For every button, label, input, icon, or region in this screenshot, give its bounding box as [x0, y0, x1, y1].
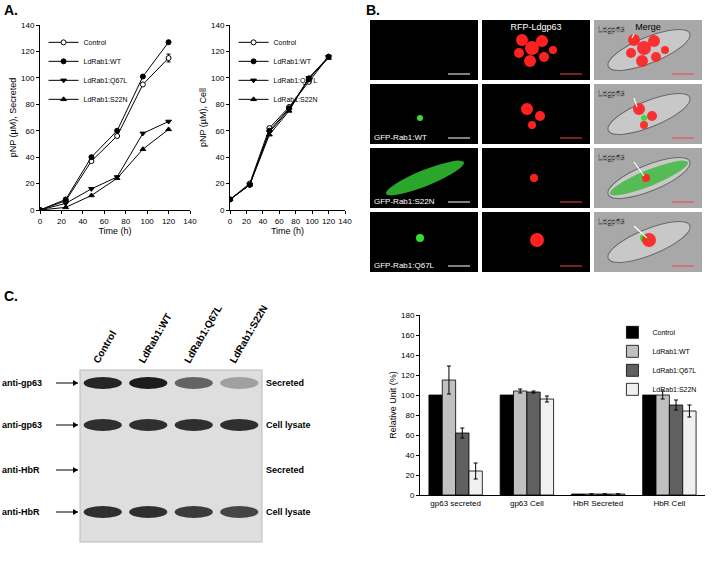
svg-text:20: 20 — [405, 471, 414, 480]
svg-text:anti-gp63: anti-gp63 — [2, 378, 42, 388]
svg-text:40: 40 — [25, 153, 34, 162]
svg-text:20: 20 — [215, 179, 224, 188]
svg-text:GFP-Rab1:Q67L: GFP-Rab1:Q67L — [374, 261, 435, 270]
svg-text:Control: Control — [652, 329, 675, 336]
svg-text:Ldgp63: Ldgp63 — [598, 25, 625, 34]
svg-text:60: 60 — [405, 431, 414, 440]
svg-text:gp63 Cell: gp63 Cell — [510, 499, 544, 508]
svg-text:RFP-Ldgp63: RFP-Ldgp63 — [510, 22, 561, 32]
svg-text:0: 0 — [30, 206, 35, 215]
svg-text:140: 140 — [211, 21, 225, 30]
svg-text:pNP (µM), Secreted: pNP (µM), Secreted — [8, 78, 18, 158]
svg-text:0: 0 — [228, 217, 233, 226]
svg-text:120: 120 — [211, 47, 225, 56]
html-text:C.: C. — [4, 288, 18, 304]
svg-text:LdRab1:Q67L: LdRab1:Q67L — [182, 303, 224, 365]
svg-text:100: 100 — [21, 74, 35, 83]
svg-text:Secreted: Secreted — [266, 465, 304, 475]
svg-text:180: 180 — [401, 311, 415, 320]
svg-text:100: 100 — [401, 391, 415, 400]
svg-text:60: 60 — [100, 217, 109, 226]
svg-text:0: 0 — [220, 206, 225, 215]
svg-text:LdRab1:Q67L: LdRab1:Q67L — [84, 77, 128, 85]
svg-text:LdRab1:Q67L: LdRab1:Q67L — [652, 367, 696, 375]
svg-text:40: 40 — [405, 451, 414, 460]
svg-text:140: 140 — [21, 21, 35, 30]
svg-text:120: 120 — [162, 217, 176, 226]
svg-text:Cell lysate: Cell lysate — [266, 507, 311, 517]
html-text:A.: A. — [4, 2, 18, 18]
svg-text:LdRab1:WT: LdRab1:WT — [136, 311, 173, 365]
svg-text:60: 60 — [215, 127, 224, 136]
svg-text:120: 120 — [322, 217, 336, 226]
svg-text:Ldgp63: Ldgp63 — [598, 153, 625, 162]
svg-text:anti-gp63: anti-gp63 — [2, 420, 42, 430]
svg-text:anti-HbR: anti-HbR — [2, 465, 40, 475]
html-text:B.: B. — [366, 2, 380, 18]
svg-text:LdRab1:S22N: LdRab1:S22N — [274, 96, 318, 103]
svg-text:Merge: Merge — [635, 22, 661, 32]
svg-text:HbR Secreted: HbR Secreted — [573, 499, 623, 508]
svg-text:160: 160 — [401, 331, 415, 340]
svg-text:HbR Cell: HbR Cell — [653, 499, 685, 508]
svg-text:80: 80 — [121, 217, 130, 226]
svg-text:100: 100 — [211, 74, 225, 83]
svg-text:140: 140 — [338, 217, 352, 226]
svg-text:LdRab1:S22N: LdRab1:S22N — [652, 386, 696, 393]
svg-text:80: 80 — [25, 100, 34, 109]
svg-text:120: 120 — [21, 47, 35, 56]
svg-text:pNP (µM), Cell: pNP (µM), Cell — [198, 88, 208, 147]
svg-text:anti-HbR: anti-HbR — [2, 507, 40, 517]
svg-text:Control: Control — [91, 329, 118, 365]
svg-text:Ldgp63: Ldgp63 — [598, 217, 625, 226]
svg-text:100: 100 — [305, 217, 319, 226]
svg-text:100: 100 — [140, 217, 154, 226]
svg-text:GFP-Rab1:S22N: GFP-Rab1:S22N — [374, 197, 435, 206]
svg-text:Control: Control — [274, 39, 297, 46]
svg-text:60: 60 — [25, 127, 34, 136]
svg-text:GFP-Rab1:WT: GFP-Rab1:WT — [374, 133, 427, 142]
svg-text:40: 40 — [258, 217, 267, 226]
svg-text:Secreted: Secreted — [266, 378, 304, 388]
svg-text:LdRab1:WT: LdRab1:WT — [274, 58, 312, 65]
svg-text:Relative Unit (%): Relative Unit (%) — [388, 371, 398, 439]
svg-text:140: 140 — [183, 217, 197, 226]
svg-text:0: 0 — [38, 217, 43, 226]
svg-text:LdRab1:Q67L: LdRab1:Q67L — [274, 77, 318, 85]
svg-text:120: 120 — [401, 371, 415, 380]
svg-text:20: 20 — [57, 217, 66, 226]
svg-text:20: 20 — [242, 217, 251, 226]
svg-text:Cell lysate: Cell lysate — [266, 420, 311, 430]
svg-text:Ldgp63: Ldgp63 — [598, 89, 625, 98]
svg-text:80: 80 — [215, 100, 224, 109]
svg-text:Time (h): Time (h) — [98, 226, 131, 236]
svg-text:80: 80 — [291, 217, 300, 226]
svg-text:40: 40 — [215, 153, 224, 162]
svg-text:80: 80 — [405, 411, 414, 420]
svg-text:LdRab1:S22N: LdRab1:S22N — [227, 303, 269, 365]
svg-text:LdRab1:S22N: LdRab1:S22N — [84, 96, 128, 103]
svg-text:40: 40 — [78, 217, 87, 226]
svg-text:LdRab1:WT: LdRab1:WT — [84, 58, 122, 65]
svg-text:gp63 secreted: gp63 secreted — [430, 499, 481, 508]
svg-text:60: 60 — [275, 217, 284, 226]
svg-text:0: 0 — [410, 491, 415, 500]
svg-text:Time (h): Time (h) — [271, 226, 304, 236]
svg-text:140: 140 — [401, 351, 415, 360]
svg-text:20: 20 — [25, 179, 34, 188]
svg-text:Control: Control — [84, 39, 107, 46]
svg-text:LdRab1:WT: LdRab1:WT — [652, 348, 690, 355]
